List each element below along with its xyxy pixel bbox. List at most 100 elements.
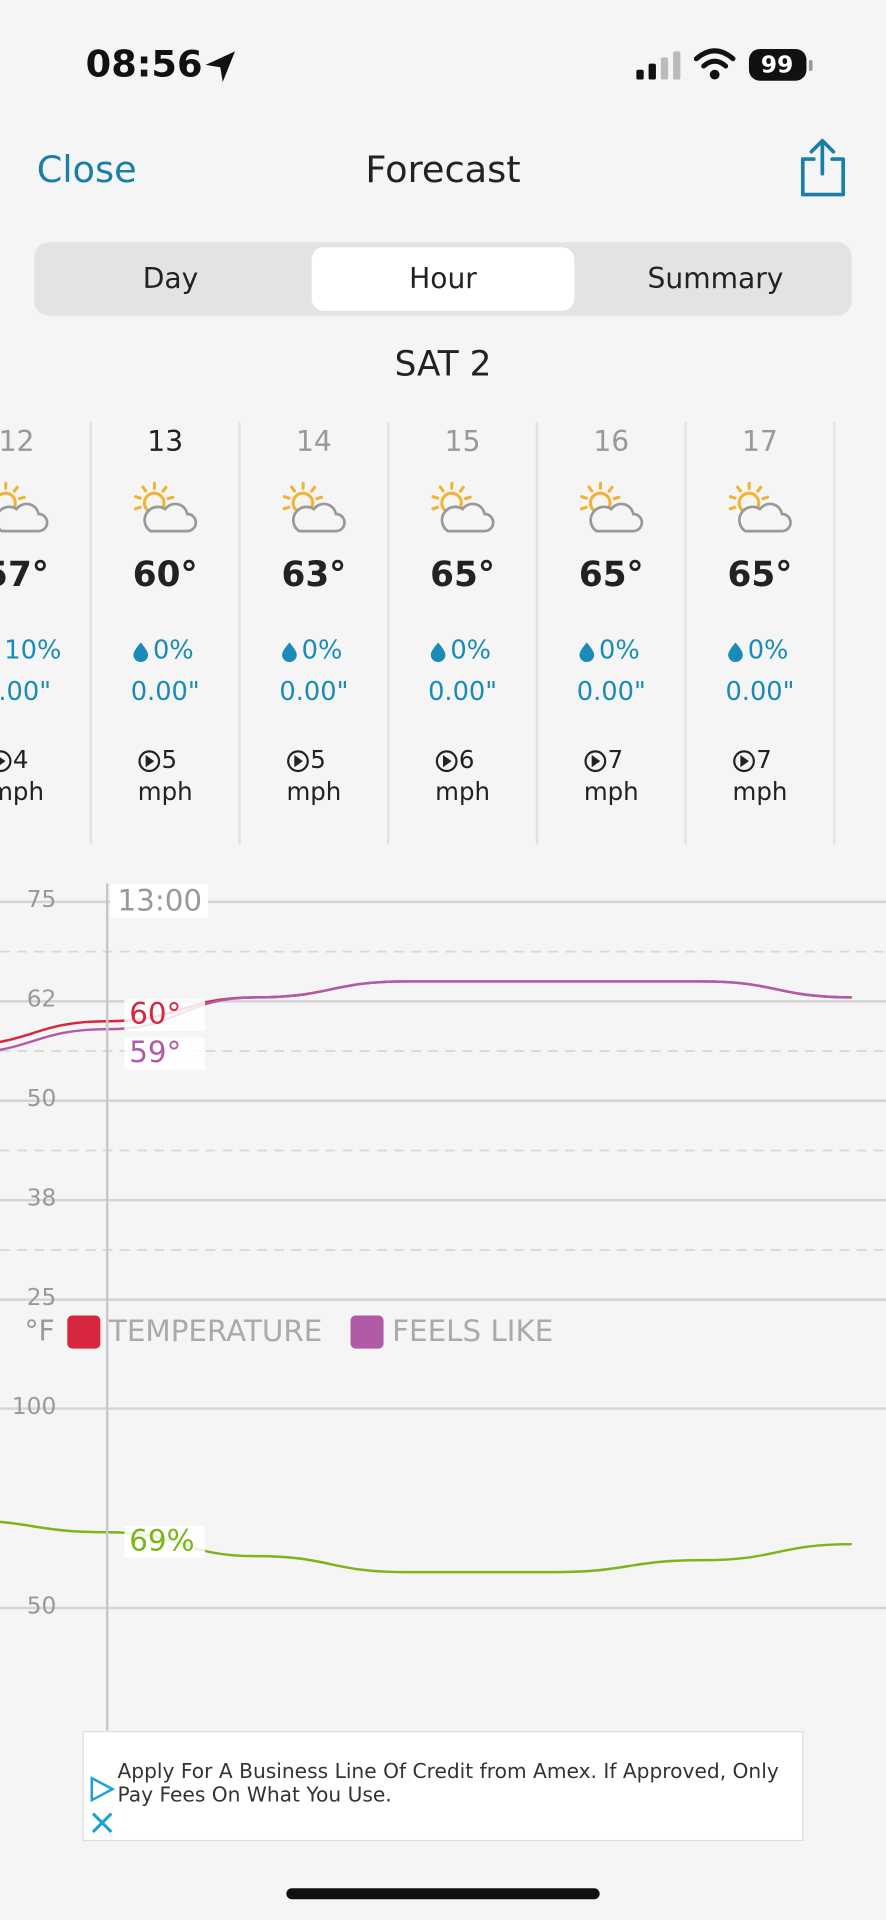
wind-speed: 4 xyxy=(13,745,29,774)
sun-ray xyxy=(290,485,296,493)
wind-speed: 7 xyxy=(756,745,772,774)
precip-chance: 0% xyxy=(153,636,194,666)
value-label-bg xyxy=(124,1037,206,1070)
tab-selected xyxy=(311,247,575,311)
wind-arrow xyxy=(0,757,6,766)
weather-icon xyxy=(133,481,198,533)
signal-icon xyxy=(636,51,681,80)
close-button[interactable]: Close xyxy=(37,148,137,191)
legend-unit: °F xyxy=(24,1315,54,1348)
screen-title: Forecast xyxy=(365,148,520,191)
temperature: 65° xyxy=(579,555,644,595)
temperature: 63° xyxy=(281,555,346,595)
weather-icon xyxy=(0,481,49,533)
sun-ray xyxy=(587,485,594,493)
sun-ray xyxy=(282,505,291,511)
hour-columns: 12 57° 10% 0.00" 4 mph 13 60° 0% 0.00" 5 mph 14 63° 0%… xyxy=(0,422,836,845)
sun-ray xyxy=(133,505,142,511)
ad-banner[interactable] xyxy=(82,1731,804,1842)
cloud xyxy=(589,502,644,533)
sun-ray xyxy=(315,495,324,501)
wind-unit: mph xyxy=(733,777,788,806)
wind-speed: 5 xyxy=(310,745,326,774)
drop-icon xyxy=(728,642,743,663)
sun-ray xyxy=(438,485,445,493)
temperature: 60° xyxy=(133,555,198,595)
ad-info-icon[interactable] xyxy=(90,1776,116,1803)
hour-label: 15 xyxy=(445,425,481,458)
hour-label: 16 xyxy=(593,425,629,458)
sun-ray xyxy=(761,495,770,501)
temperature: 65° xyxy=(430,555,495,595)
legend-swatch xyxy=(350,1315,384,1349)
sun-ray xyxy=(580,495,588,500)
drop-icon xyxy=(133,642,149,663)
wind-icon xyxy=(138,750,161,773)
value-label-bg xyxy=(124,1526,206,1558)
sun-ray xyxy=(141,485,148,493)
wifi-icon xyxy=(693,48,736,80)
sun-ray xyxy=(431,505,440,511)
cloud xyxy=(0,502,49,533)
wind-speed: 6 xyxy=(459,745,475,774)
cursor-label: 13:00 xyxy=(117,883,202,917)
wind-unit: mph xyxy=(0,777,44,806)
precip-amount: 0.00" xyxy=(0,677,51,707)
weather-icon xyxy=(728,481,792,533)
y-tick-label: 50 xyxy=(27,1085,57,1112)
location-icon xyxy=(205,51,235,82)
sun-ray xyxy=(18,495,26,501)
battery-tip xyxy=(808,59,813,71)
y-tick-label: 62 xyxy=(27,986,57,1013)
y-tick-label: 25 xyxy=(27,1284,57,1311)
ad-text: Apply For A Business Line Of Credit from… xyxy=(117,1759,779,1807)
sun-ray xyxy=(12,485,19,493)
cloud xyxy=(292,502,346,533)
tab[interactable]: Summary xyxy=(648,262,784,295)
wind-speed: 7 xyxy=(608,745,624,774)
battery-level: 99 xyxy=(761,52,793,79)
home-indicator xyxy=(286,1888,600,1900)
wind-speed: 5 xyxy=(162,745,178,774)
drop-icon xyxy=(282,642,297,663)
cloud xyxy=(440,502,495,533)
ad-close-icon[interactable] xyxy=(91,1812,113,1834)
weather-icon xyxy=(282,481,346,533)
share-button[interactable] xyxy=(800,138,846,197)
ad-text-box: Apply For A Business Line Of Credit from… xyxy=(117,1759,779,1807)
sun-ray xyxy=(464,495,472,501)
value-label-bg xyxy=(124,999,206,1032)
temperature: 65° xyxy=(728,555,793,595)
precip-amount: 0.00" xyxy=(428,677,497,707)
tab[interactable]: Hour xyxy=(409,262,477,295)
weather-icon xyxy=(431,481,495,533)
precip-amount: 0.00" xyxy=(577,677,646,707)
hour-label: 17 xyxy=(742,425,778,458)
precip-chance: 0% xyxy=(599,636,640,666)
value-label: 69% xyxy=(129,1524,194,1558)
wind-icon xyxy=(733,750,755,773)
cloud xyxy=(143,502,198,533)
sun-ray xyxy=(134,495,142,500)
wind-icon xyxy=(287,750,309,773)
sun-ray xyxy=(166,495,175,501)
precip-amount: 0.00" xyxy=(279,677,348,707)
hour-label: 12 xyxy=(0,425,34,458)
sun-ray xyxy=(282,495,291,500)
clock: 08:56 xyxy=(86,43,203,86)
wind-arrow xyxy=(294,755,303,768)
weather-icon xyxy=(580,481,644,533)
drop-icon xyxy=(430,642,446,663)
sun-ray xyxy=(458,485,465,493)
wind-arrow xyxy=(145,755,155,768)
legend-label: TEMPERATURE xyxy=(108,1314,322,1348)
tab[interactable]: Day xyxy=(143,262,199,295)
sun-ray xyxy=(161,485,168,493)
sun-ray xyxy=(310,485,317,493)
wind-icon xyxy=(0,750,12,773)
y-tick-label: 75 xyxy=(27,886,57,913)
wind-unit: mph xyxy=(138,777,193,806)
